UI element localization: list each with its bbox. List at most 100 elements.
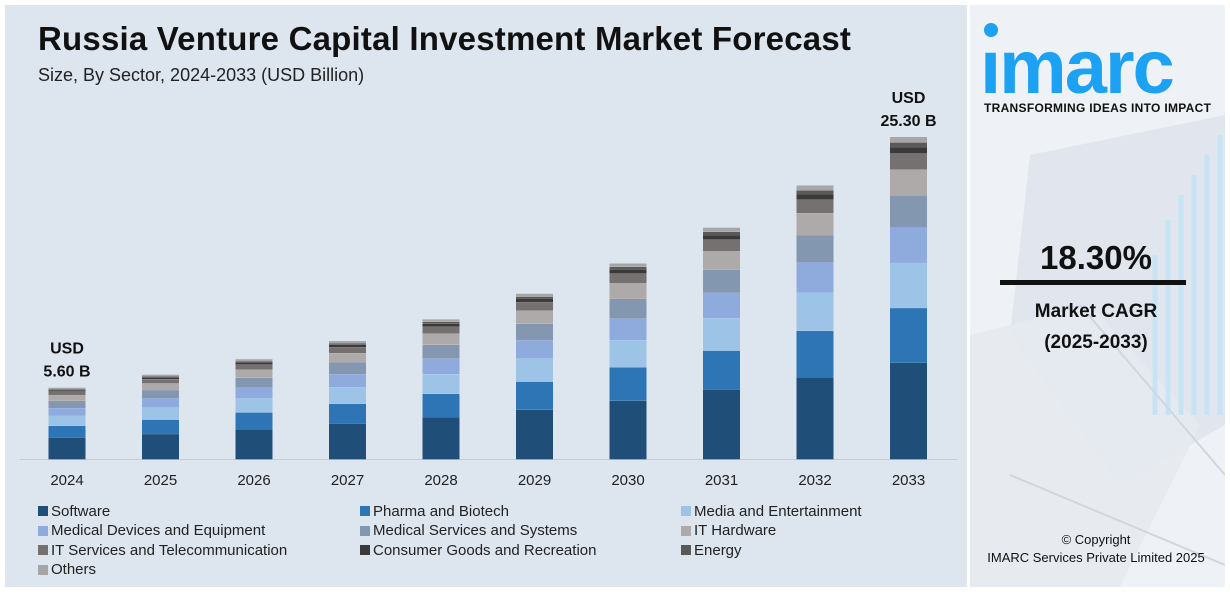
bar-segment-2031-8 [703, 231, 740, 236]
bar-stack-2027 [329, 341, 366, 460]
bar-segment-2024-7 [48, 389, 86, 392]
bar-segment-2027-0 [329, 423, 366, 460]
legend-item: Medical Services and Systems [360, 522, 577, 540]
legend-label: IT Services and Telecommunication [51, 541, 288, 559]
legend-label: Software [51, 502, 111, 520]
bar-segment-2031-5 [703, 250, 740, 270]
legend-label: Medical Services and Systems [373, 522, 578, 539]
bar-segment-2024-5 [48, 394, 86, 401]
bar-segment-2033-3 [890, 227, 927, 263]
bar-segment-2029-3 [516, 340, 553, 359]
value-label-currency-2033: USD [892, 90, 926, 107]
bar-segment-2031-1 [703, 350, 740, 390]
bar-segment-2032-8 [796, 189, 834, 195]
bar-segment-2033-9 [890, 137, 927, 143]
bar-segment-2032-4 [796, 234, 834, 263]
bar-segment-2031-9 [703, 227, 740, 232]
bar-segment-2028-1 [422, 393, 460, 418]
legend-swatch [360, 525, 370, 536]
imarc-logo: ımarc [982, 23, 1176, 99]
cagr-period: (2025-2033) [1044, 332, 1148, 353]
bar-segment-2024-8 [48, 388, 86, 391]
bar-segment-2030-2 [609, 339, 647, 368]
bar-segment-2025-2 [142, 407, 179, 420]
legend-swatch [38, 564, 48, 575]
legend-swatch [360, 506, 370, 516]
x-tick-label-2031: 2031 [705, 472, 738, 489]
chart-plot: 2024 2025 2026 2027 2028 2029 2030 2031 2032 2033… [20, 90, 958, 489]
legend-item: Media and Entertainment [681, 502, 862, 520]
bar-segment-2028-2 [422, 373, 460, 394]
bar-segment-2033-4 [890, 195, 927, 228]
bar-segment-2027-2 [329, 386, 366, 404]
bar-segment-2032-0 [796, 376, 834, 460]
bar-segment-2026-6 [235, 364, 273, 370]
cagr-value: 18.30% [1040, 239, 1152, 276]
x-tick-label-2026: 2026 [237, 472, 270, 489]
bar-segment-2029-5 [516, 310, 553, 324]
bar-segment-2033-7 [890, 146, 927, 154]
legend-item: Software [38, 502, 110, 520]
bar-segment-2028-0 [422, 417, 460, 460]
bar-segment-2026-5 [235, 369, 273, 378]
legend-label: IT Hardware [694, 522, 777, 539]
legend-item: IT Hardware [681, 522, 776, 540]
value-label-currency-2024: USD [50, 341, 84, 358]
legend-label: Consumer Goods and Recreation [373, 541, 597, 559]
bar-segment-2029-1 [516, 381, 553, 410]
bar-segment-2026-2 [235, 398, 273, 413]
value-label-amount-2024: 5.60 B [43, 364, 90, 381]
bar-segment-2030-6 [609, 273, 647, 284]
bar-segment-2032-2 [796, 292, 834, 331]
bar-segment-2028-4 [422, 344, 460, 359]
x-tick-label-2032: 2032 [798, 472, 831, 489]
bar-segment-2029-0 [516, 409, 553, 460]
x-tick-label-2029: 2029 [518, 472, 551, 489]
bar-segment-2033-8 [890, 142, 927, 147]
bar-segment-2030-1 [609, 367, 647, 401]
bar-segment-2028-5 [422, 333, 460, 345]
bar-stack-2024 [48, 387, 86, 460]
bar-segment-2028-9 [422, 319, 460, 322]
legend-swatch [360, 545, 370, 555]
svg-text:ımarc: ımarc [982, 25, 1174, 99]
bar-stack-2031 [703, 227, 740, 460]
legend-swatch [38, 506, 48, 516]
copyright-owner: IMARC Services Private Limited 2025 [987, 550, 1205, 565]
bar-segment-2025-9 [142, 374, 179, 377]
bar-segment-2027-6 [329, 346, 366, 354]
bar-stack-2026 [235, 359, 273, 460]
legend-label: Media and Entertainment [694, 502, 862, 520]
bar-stack-2030 [609, 263, 647, 460]
bar-segment-2030-5 [609, 282, 647, 299]
bar-segment-2032-7 [796, 193, 834, 200]
legend-swatch [38, 525, 48, 536]
cagr-divider [1000, 280, 1186, 285]
bar-stack-2028 [422, 319, 460, 460]
bar-segment-2027-4 [329, 362, 366, 375]
bar-segment-2032-9 [796, 185, 834, 191]
bar-segment-2026-8 [235, 360, 273, 363]
bar-segment-2027-9 [329, 341, 366, 344]
legend-item: Others [38, 561, 96, 579]
bar-segment-2032-5 [796, 212, 834, 236]
bar-segment-2033-1 [890, 307, 927, 363]
bar-segment-2026-7 [235, 362, 273, 365]
x-tick-label-2028: 2028 [424, 472, 457, 489]
x-tick-label-2030: 2030 [611, 472, 644, 489]
bar-segment-2033-2 [890, 262, 927, 308]
bar-segment-2030-9 [609, 263, 647, 267]
bar-segment-2026-3 [235, 387, 273, 399]
bar-segment-2030-4 [609, 298, 647, 319]
legend-item: IT Services and Telecommunication [38, 541, 287, 559]
legend-swatch [681, 545, 691, 555]
legend-swatch [681, 506, 691, 516]
cagr-label: Market CAGR [1034, 301, 1158, 322]
x-tick-label-2024: 2024 [50, 472, 83, 489]
bar-segment-2029-6 [516, 301, 553, 311]
bar-segment-2024-4 [48, 400, 86, 409]
legend-label: Others [51, 561, 97, 578]
bar-segment-2024-0 [48, 437, 86, 460]
legend-item: Energy [681, 541, 742, 559]
bar-segment-2028-6 [422, 326, 460, 334]
